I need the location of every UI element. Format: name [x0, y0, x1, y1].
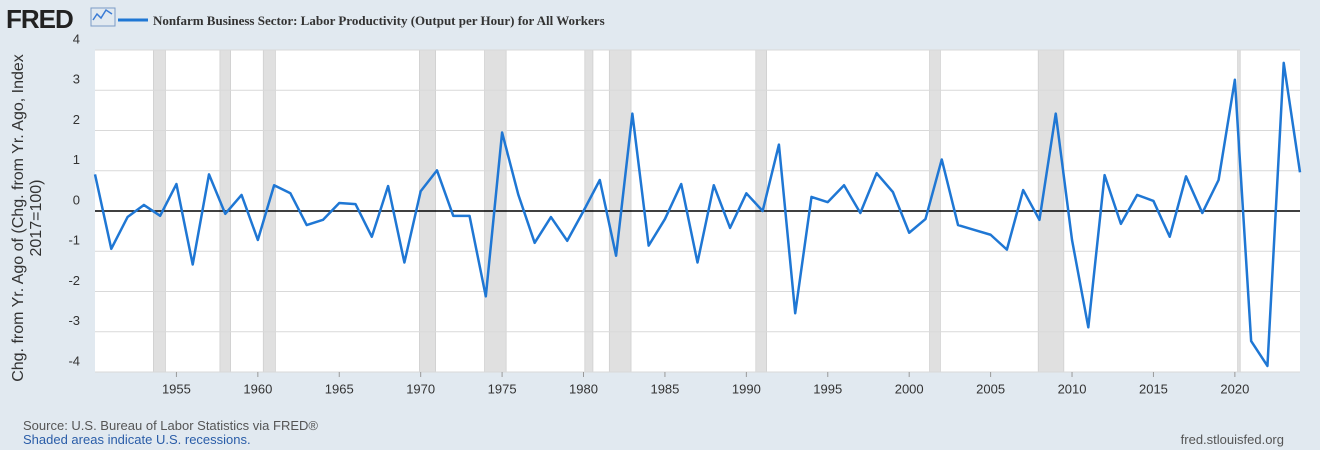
brand-icon [92, 8, 113, 21]
site: fred.stlouisfed.org [1180, 432, 1284, 447]
legend-label: Nonfarm Business Sector: Labor Productiv… [153, 13, 605, 28]
x-tick-label: 1980 [569, 381, 598, 396]
recession-note: Shaded areas indicate U.S. recessions. [23, 432, 251, 447]
y-tick-label: 0 [73, 192, 80, 207]
y-tick-label: -1 [68, 233, 80, 248]
x-tick-label: 2000 [895, 381, 924, 396]
y-tick-label: -3 [68, 313, 80, 328]
x-tick-label: 1965 [325, 381, 354, 396]
x-tick-label: 1985 [650, 381, 679, 396]
x-tick-label: 2005 [976, 381, 1005, 396]
x-tick-label: 2010 [1058, 381, 1087, 396]
x-tick-label: 1955 [162, 381, 191, 396]
y-tick-label: 2 [73, 112, 80, 127]
x-tick-label: 2020 [1220, 381, 1249, 396]
y-tick-label: 4 [73, 31, 80, 46]
x-tick-label: 2015 [1139, 381, 1168, 396]
y-axis-label: Chg. from Yr. Ago of (Chg. from Yr. Ago,… [10, 54, 45, 382]
brand: FRED [6, 4, 74, 34]
x-tick-label: 1990 [732, 381, 761, 396]
series-line [93, 61, 1302, 368]
x-tick-label: 1970 [406, 381, 435, 396]
x-tick-label: 1960 [243, 381, 272, 396]
brand-icon-frame [90, 7, 116, 27]
source: Source: U.S. Bureau of Labor Statistics … [23, 418, 318, 433]
x-tick-label: 1995 [813, 381, 842, 396]
y-tick-label: 1 [73, 152, 80, 167]
y-tick-label: -4 [68, 353, 80, 368]
y-tick-label: -2 [68, 273, 80, 288]
y-tick-label: 3 [73, 72, 80, 87]
x-tick-label: 1975 [488, 381, 517, 396]
